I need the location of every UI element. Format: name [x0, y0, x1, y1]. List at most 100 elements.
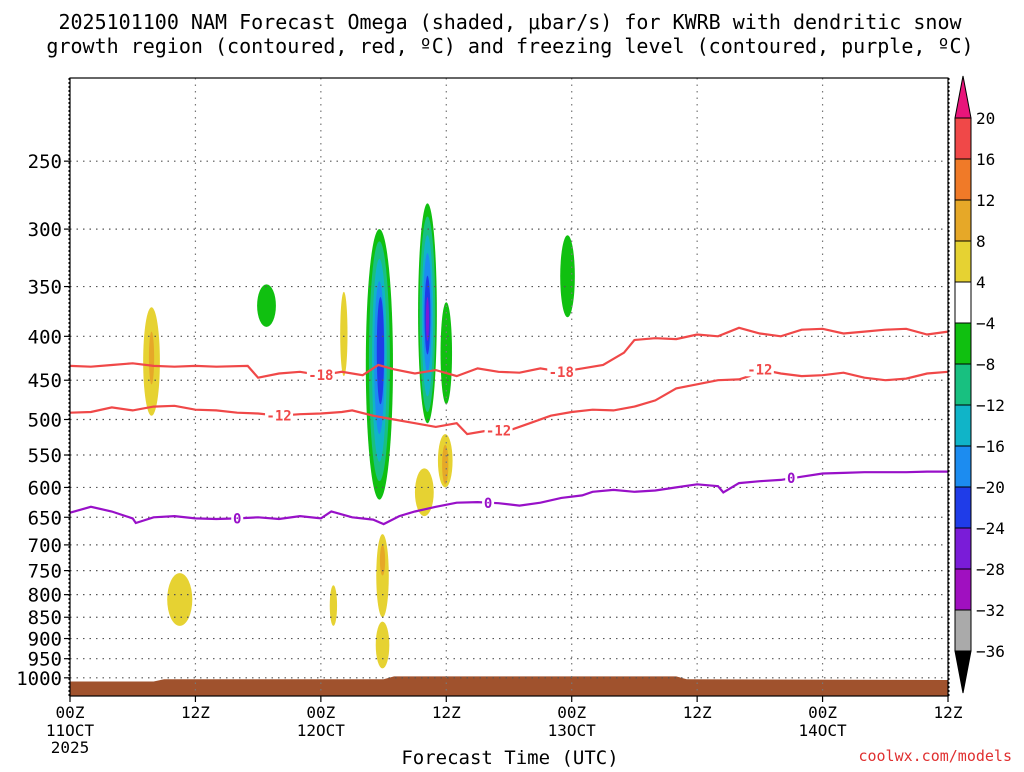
y-tick-label-700: 700: [28, 535, 62, 557]
chart-title-line2: growth region (contoured, red, ºC) and f…: [46, 34, 973, 58]
colorbar-box-6: [954, 363, 972, 406]
colorbar-label-8: −16: [976, 437, 1005, 456]
x-tick-date-48: 13OCT: [548, 721, 597, 740]
colorbar-box-0: [954, 117, 972, 160]
colorbar-box-2: [954, 199, 972, 242]
colorbar-box-7: [954, 404, 972, 447]
contour-label-bg-1-1: [484, 422, 513, 438]
omega-shade-region-23: [379, 544, 386, 576]
colorbar-label-10: −24: [976, 519, 1005, 538]
y-tick-label-350: 350: [28, 277, 62, 299]
x-tick-time-12: 12Z: [181, 703, 210, 722]
colorbar-box-10: [954, 527, 972, 570]
colorbar-label-12: −32: [976, 601, 1005, 620]
omega-shade-region-22: [376, 534, 389, 618]
x-tick-year-0: 2025: [51, 738, 90, 757]
axes-layer: 2503003504004505005506006507007508008509…: [16, 77, 963, 757]
omega-shade-region-3: [340, 291, 348, 377]
y-tick-label-250: 250: [28, 151, 62, 173]
omega-shade-region-8: [376, 297, 385, 405]
x-tick-time-0: 00Z: [56, 703, 85, 722]
omega-shade-region-24: [375, 621, 390, 669]
colorbar-box-5: [954, 322, 972, 365]
y-tick-label-400: 400: [28, 326, 62, 348]
x-tick-date-72: 14OCT: [798, 721, 847, 740]
omega-shade-region-18: [442, 444, 449, 485]
omega-shading-layer: [143, 203, 575, 669]
terrain-fill: [70, 676, 948, 696]
y-tick-label-750: 750: [28, 561, 62, 583]
y-tick-label-850: 850: [28, 607, 62, 629]
contour-label-bg-2-2: [785, 470, 798, 486]
contour-label-0-0: -18: [308, 368, 333, 384]
plot-frame: [69, 77, 949, 697]
colorbar-label-5: −4: [976, 314, 995, 333]
contour-label-bg-1-0: [265, 407, 294, 423]
omega-shade-region-20: [167, 573, 193, 626]
y-tick-label-800: 800: [28, 585, 62, 607]
omega-shade-region-16: [560, 235, 575, 318]
colorbar-label-0: 20: [976, 109, 995, 128]
colorbar-box-11: [954, 568, 972, 611]
y-tick-label-550: 550: [28, 445, 62, 467]
contour-label-2-0: 0: [233, 511, 241, 527]
contour-label-bg-0-0: [306, 367, 335, 383]
y-tick-label-500: 500: [28, 409, 62, 431]
colorbar-label-11: −28: [976, 560, 1005, 579]
colorbar-label-6: −8: [976, 355, 995, 374]
contour-line-0: [69, 326, 949, 379]
y-tick-label-950: 950: [28, 649, 62, 671]
contour-label-2-2: 0: [787, 471, 795, 487]
y-tick-label-450: 450: [28, 370, 62, 392]
contour-layer: -18 -18 -12 -12 -12 0 0 0: [69, 326, 949, 527]
contour-label-bg-2-0: [231, 510, 244, 526]
contour-label-bg-0-1: [547, 363, 576, 379]
colorbar-label-4: 4: [976, 273, 986, 292]
colorbar: 20 16 12 8 4 −4 −8 −12 −16 −20 −24 −28 −32 −36: [954, 75, 1005, 694]
omega-shade-region-15: [440, 302, 453, 405]
colorbar-box-8: [954, 445, 972, 488]
colorbar-label-13: −36: [976, 642, 1005, 661]
x-tick-date-0: 11OCT: [46, 721, 95, 740]
omega-shade-region-14: [425, 297, 430, 341]
y-tick-label-650: 650: [28, 507, 62, 529]
omega-shade-region-2: [257, 284, 276, 327]
colorbar-label-1: 16: [976, 150, 995, 169]
x-axis-label: Forecast Time (UTC): [401, 747, 618, 768]
y-tick-label-300: 300: [28, 219, 62, 241]
y-tick-label-600: 600: [28, 477, 62, 499]
x-tick-time-36: 12Z: [432, 703, 461, 722]
colorbar-bottom-arrow: [954, 650, 972, 694]
colorbar-label-3: 8: [976, 232, 986, 251]
credit-text: coolwx.com/models: [858, 747, 1012, 765]
contour-label-bg-1-2: [745, 361, 774, 377]
omega-shade-region-1: [148, 331, 155, 385]
terrain-layer: [70, 676, 948, 696]
omega-shade-region-19: [414, 468, 434, 517]
contour-label-0-1: -18: [549, 365, 574, 381]
colorbar-box-3: [954, 240, 972, 283]
contour-label-1-1: -12: [486, 424, 511, 440]
y-tick-label-1000: 1000: [16, 668, 62, 690]
contour-label-bg-2-1: [482, 495, 495, 511]
colorbar-box-1: [954, 158, 972, 201]
x-tick-date-24: 12OCT: [297, 721, 346, 740]
colorbar-box-4: [954, 281, 972, 324]
contour-label-2-1: 0: [484, 496, 492, 512]
contour-label-1-2: -12: [747, 362, 772, 378]
x-tick-time-84: 12Z: [934, 703, 963, 722]
grid-layer: [70, 78, 948, 696]
colorbar-label-9: −20: [976, 478, 1005, 497]
colorbar-label-2: 12: [976, 191, 995, 210]
omega-shade-region-21: [329, 585, 338, 626]
colorbar-box-9: [954, 486, 972, 529]
x-tick-time-24: 00Z: [306, 703, 335, 722]
y-tick-label-900: 900: [28, 629, 62, 651]
x-tick-time-72: 00Z: [808, 703, 837, 722]
colorbar-label-7: −12: [976, 396, 1005, 415]
x-tick-time-60: 12Z: [683, 703, 712, 722]
x-tick-time-48: 00Z: [557, 703, 586, 722]
contour-label-1-0: -12: [266, 409, 291, 425]
